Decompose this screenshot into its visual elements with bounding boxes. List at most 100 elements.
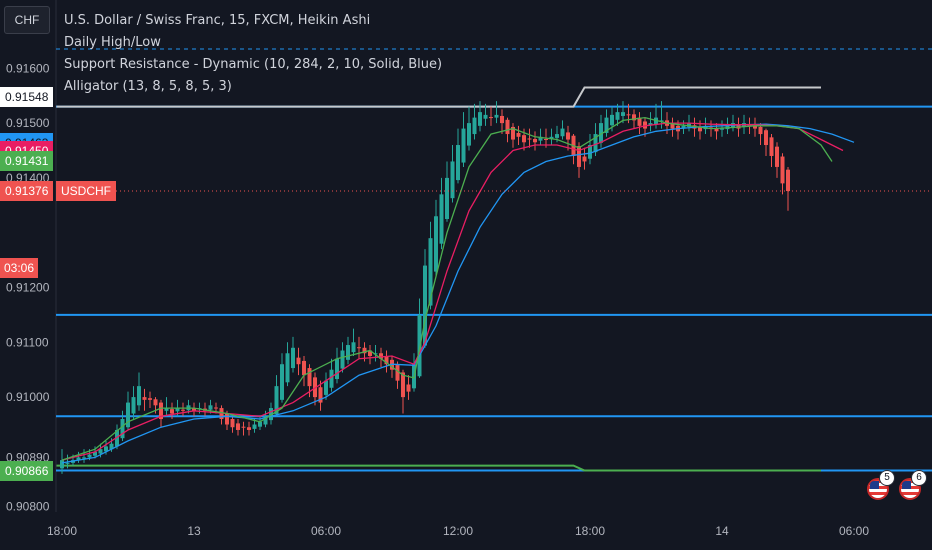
candle-body xyxy=(494,114,499,118)
candle xyxy=(456,128,460,184)
candle-body xyxy=(467,123,471,146)
candle-body xyxy=(280,364,284,400)
candle-body xyxy=(714,128,719,132)
candle-body xyxy=(236,423,240,430)
candle-body xyxy=(142,397,147,400)
chart-legend: U.S. Dollar / Swiss Franc, 15, FXCM, Hei… xyxy=(64,10,442,98)
candle-body xyxy=(82,457,86,459)
candle-body xyxy=(764,130,768,146)
candle-body xyxy=(439,194,444,244)
candle xyxy=(533,131,537,151)
candle-body xyxy=(753,125,757,129)
candle-body xyxy=(786,169,790,192)
candle-body xyxy=(65,462,70,464)
candle-body xyxy=(357,347,361,349)
candle-body xyxy=(500,115,504,124)
candle-body xyxy=(384,356,389,365)
candle-body xyxy=(351,342,356,353)
candle-body xyxy=(428,238,433,306)
candle-body xyxy=(445,177,449,219)
candle-body xyxy=(758,126,763,135)
candle-body xyxy=(610,114,614,126)
time-tick-label: 14 xyxy=(715,524,729,538)
candle-body xyxy=(637,117,642,126)
candle xyxy=(230,416,235,433)
legend-title[interactable]: U.S. Dollar / Swiss Franc, 15, FXCM, Hei… xyxy=(64,13,371,28)
candle xyxy=(285,342,290,387)
price-axis-label: 0.90866 xyxy=(0,460,54,481)
candle-body xyxy=(368,350,372,356)
candle-body xyxy=(566,132,570,140)
candle xyxy=(302,356,306,387)
event-count-badge: 5 xyxy=(879,470,895,486)
candle xyxy=(335,347,339,384)
candle xyxy=(131,386,136,420)
candle xyxy=(164,397,169,417)
candle xyxy=(753,117,757,137)
candle xyxy=(137,372,141,411)
candle-body xyxy=(247,427,251,430)
candle-body xyxy=(346,345,350,360)
candle xyxy=(170,402,174,420)
candle xyxy=(445,161,449,222)
candle-body xyxy=(340,350,345,369)
alligator-line xyxy=(61,122,844,461)
candle-body xyxy=(181,409,185,411)
candle xyxy=(780,153,785,195)
candle xyxy=(566,125,570,151)
candle-body xyxy=(670,123,675,129)
candle xyxy=(373,345,378,362)
candle-body xyxy=(599,123,603,143)
candle-body xyxy=(720,128,724,130)
candle-body xyxy=(148,398,152,400)
candle-body xyxy=(544,138,548,140)
candle-body xyxy=(104,446,108,452)
candle xyxy=(478,101,482,132)
candle-body xyxy=(461,128,466,163)
candle-body xyxy=(241,426,246,428)
candle xyxy=(434,199,438,277)
candle-body xyxy=(478,112,482,126)
legend-indicator-alligator[interactable]: Alligator (13, 8, 5, 8, 5, 3) xyxy=(64,79,232,94)
legend-indicator-support-resistance[interactable]: Support Resistance - Dynamic (10, 284, 2… xyxy=(64,57,443,72)
candle-body xyxy=(302,360,306,376)
candle xyxy=(181,402,185,417)
candle xyxy=(368,345,372,365)
candle-body xyxy=(230,419,235,428)
candle xyxy=(423,249,427,348)
flag-canton xyxy=(870,481,879,489)
candle-body xyxy=(593,134,598,153)
candle xyxy=(324,372,328,400)
candle xyxy=(758,123,763,146)
candle-body xyxy=(307,368,312,387)
candle xyxy=(461,112,466,167)
candle-body xyxy=(588,145,592,159)
candle-body xyxy=(98,449,103,454)
candle xyxy=(450,145,455,203)
price-tick-label: 0.90800 xyxy=(6,500,50,514)
candle-body xyxy=(648,123,653,126)
candle-body xyxy=(269,408,273,421)
candle xyxy=(126,391,130,430)
candle-body xyxy=(131,397,136,414)
candle-body xyxy=(775,146,779,167)
currency-badge[interactable]: CHF xyxy=(4,6,50,34)
candle-body xyxy=(258,421,262,427)
candle-body xyxy=(373,353,378,355)
candle-body xyxy=(417,314,422,377)
candle-body xyxy=(335,358,339,380)
legend-indicator-daily-high-low[interactable]: Daily High/Low xyxy=(64,35,161,50)
candle xyxy=(769,134,774,167)
candle xyxy=(351,328,356,356)
candle xyxy=(775,142,779,178)
candle-body xyxy=(291,347,295,369)
event-count-badge: 6 xyxy=(911,470,927,486)
candle xyxy=(582,147,587,170)
candle-body xyxy=(318,387,323,403)
time-tick-label: 12:00 xyxy=(443,524,473,538)
daily-low-line xyxy=(56,464,821,472)
price-tick-label: 0.91600 xyxy=(6,61,50,75)
candle-body xyxy=(450,161,455,199)
candle xyxy=(500,109,504,135)
